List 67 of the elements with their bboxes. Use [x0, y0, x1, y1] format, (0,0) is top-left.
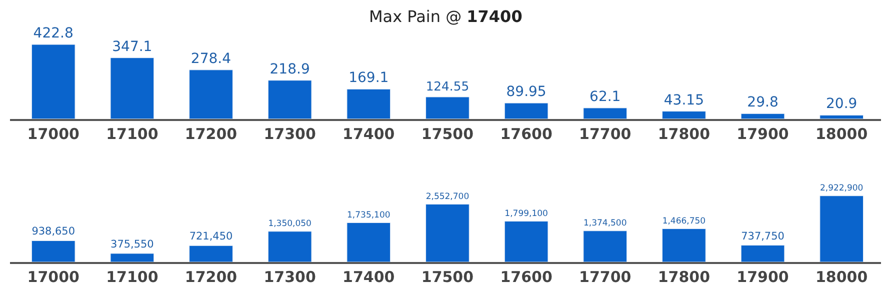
data-label: 218.9	[270, 61, 310, 78]
data-label: 1,350,050	[268, 218, 312, 229]
data-label: 169.1	[348, 70, 389, 86]
bar	[426, 204, 470, 262]
x-tick-label: 18000	[815, 268, 868, 286]
data-label: 737,750	[741, 230, 784, 242]
bar	[346, 88, 391, 119]
x-tick-label: 18000	[815, 124, 868, 143]
bar	[740, 245, 785, 262]
data-label: 29.8	[747, 94, 778, 111]
bar	[504, 102, 548, 119]
bar	[504, 221, 548, 262]
x-tick-label: 17500	[421, 268, 474, 286]
data-label: 278.4	[190, 50, 232, 67]
bar	[268, 80, 312, 119]
x-tick-label: 17100	[106, 124, 158, 143]
x-tick-label: 17200	[184, 268, 238, 286]
bar	[189, 70, 233, 119]
data-label: 1,799,100	[504, 208, 548, 219]
data-label: 43.15	[664, 92, 704, 108]
bar	[820, 196, 864, 262]
bar	[583, 108, 628, 119]
x-tick-label: 17000	[27, 268, 80, 286]
data-label: 2,922,900	[820, 183, 864, 194]
x-tick-label: 17600	[500, 268, 552, 286]
data-label: 938,650	[32, 226, 76, 238]
data-label: 347.1	[112, 38, 152, 55]
bar	[346, 222, 391, 262]
x-tick-label: 17300	[264, 268, 316, 286]
x-tick-label: 17700	[579, 268, 632, 286]
x-tick-label: 17800	[658, 124, 710, 143]
data-label: 1,374,500	[583, 218, 627, 228]
data-label: 62.1	[590, 88, 621, 105]
x-tick-label: 17700	[579, 124, 632, 143]
bar	[110, 58, 154, 119]
x-tick-label: 17600	[500, 124, 552, 143]
chart-title: Max Pain @ 17400	[369, 7, 522, 26]
bar	[820, 114, 864, 119]
data-label: 124.55	[426, 79, 470, 94]
x-tick-label: 17500	[421, 124, 474, 143]
data-label: 20.9	[826, 96, 858, 112]
x-tick-label: 17000	[27, 124, 80, 143]
x-tick-label: 17100	[106, 268, 158, 286]
x-tick-label: 17900	[736, 268, 789, 286]
x-tick-label: 17200	[184, 124, 238, 143]
x-tick-label: 17800	[658, 268, 710, 286]
bar	[110, 253, 154, 262]
bar	[662, 111, 706, 119]
bar	[31, 240, 76, 262]
data-label: 2,552,700	[426, 192, 470, 202]
x-tick-label: 17400	[342, 268, 395, 286]
x-tick-label: 17900	[736, 124, 789, 143]
bar	[426, 96, 470, 119]
data-label: 1,466,750	[662, 216, 706, 226]
bar	[268, 231, 312, 262]
x-tick-label: 17300	[264, 124, 316, 143]
data-label: 375,550	[110, 238, 154, 250]
bar	[740, 113, 785, 119]
bar	[31, 44, 76, 119]
bar	[189, 245, 233, 262]
data-label: 89.95	[506, 84, 546, 100]
data-label: 422.8	[33, 26, 74, 42]
bar	[662, 228, 706, 262]
data-label: 721,450	[189, 230, 233, 243]
x-tick-label: 17400	[342, 124, 395, 143]
data-label: 1,735,100	[347, 210, 390, 220]
bar	[583, 230, 628, 262]
